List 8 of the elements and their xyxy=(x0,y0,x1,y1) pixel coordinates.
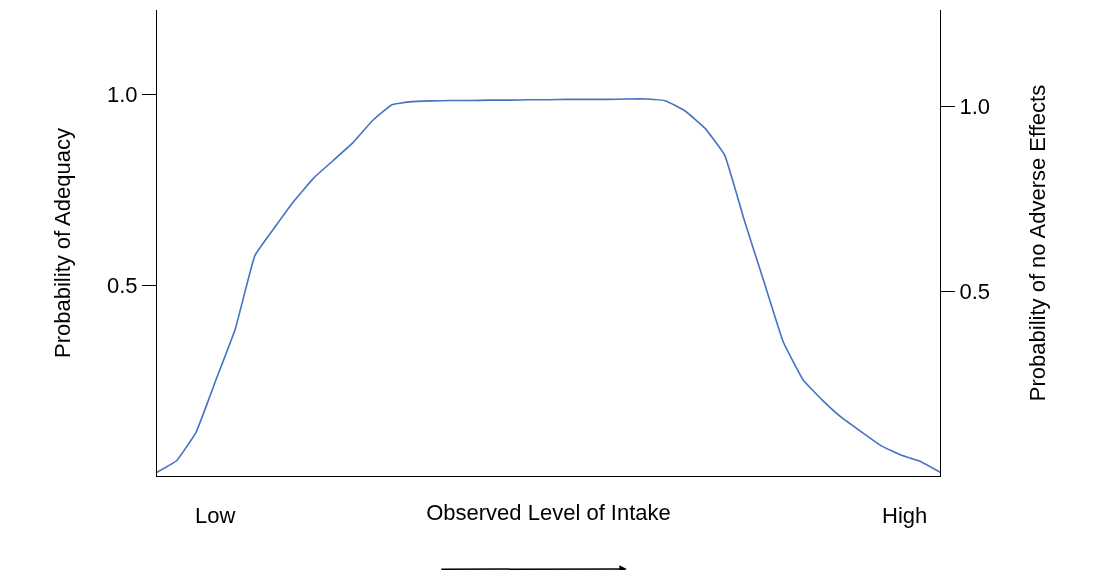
text: Low xyxy=(195,503,236,528)
line-series xyxy=(157,98,940,473)
x-axis-title: Observed Level of Intake xyxy=(426,499,671,525)
y2-axis-title: Probability of no Adverse Effects xyxy=(1024,84,1050,402)
y-axis-title: Probability of Adequacy xyxy=(49,128,75,358)
y2-tick-label: 0.5 xyxy=(959,278,990,304)
y2-tick-label: 1.0 xyxy=(959,93,990,119)
text: High xyxy=(882,503,928,528)
